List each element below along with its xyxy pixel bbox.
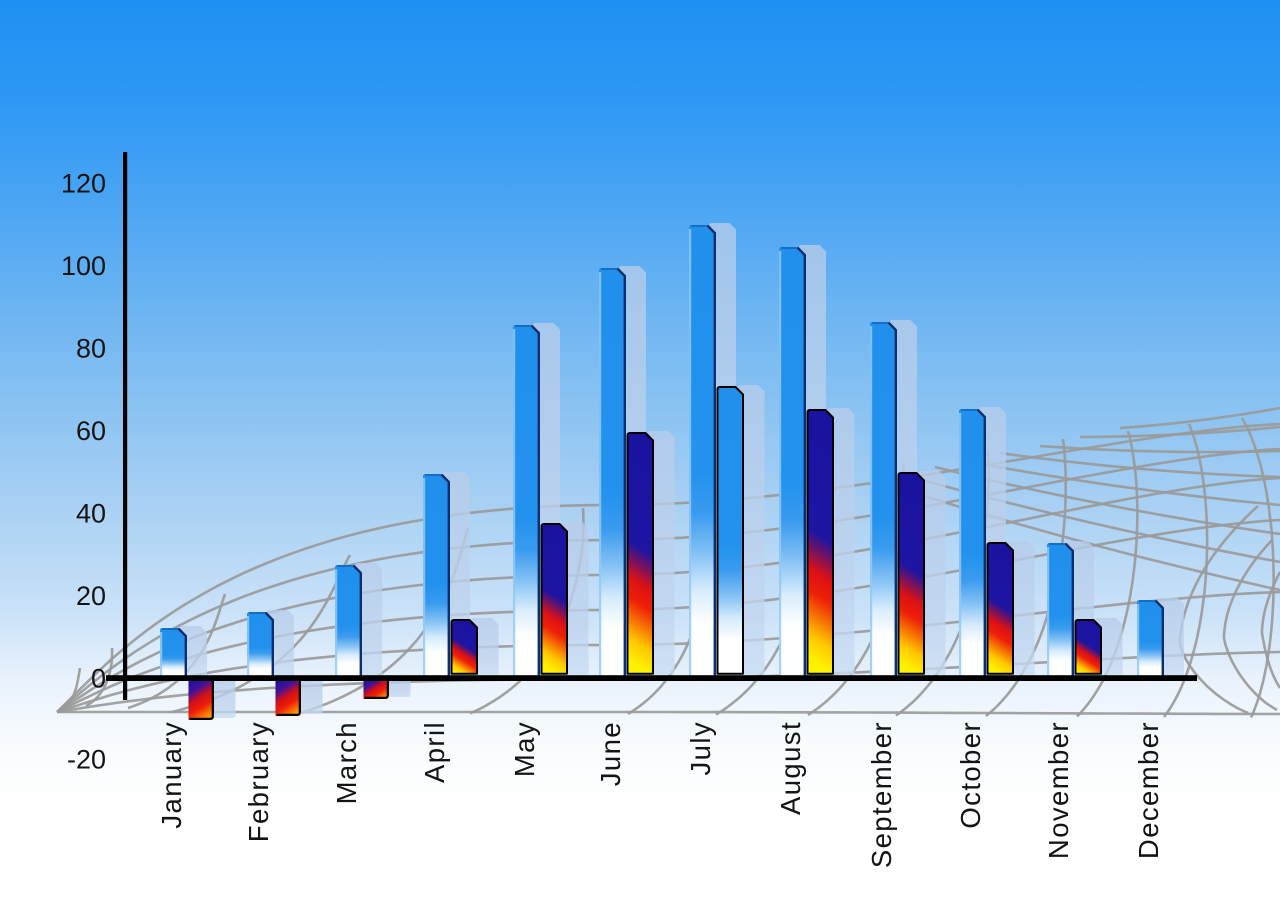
svg-text:April: April <box>419 721 450 783</box>
svg-text:120: 120 <box>61 169 106 199</box>
svg-text:40: 40 <box>76 499 106 529</box>
svg-text:80: 80 <box>76 334 106 364</box>
svg-text:100: 100 <box>61 251 106 281</box>
svg-text:July: July <box>685 721 716 776</box>
svg-text:June: June <box>595 721 626 786</box>
svg-text:0: 0 <box>91 664 106 694</box>
svg-text:December: December <box>1133 721 1164 859</box>
svg-text:September: September <box>866 721 897 868</box>
svg-text:January: January <box>156 721 187 829</box>
svg-text:March: March <box>331 721 362 804</box>
svg-text:February: February <box>243 721 274 842</box>
svg-text:-20: -20 <box>67 745 106 775</box>
svg-text:August: August <box>775 721 806 815</box>
svg-text:October: October <box>955 721 986 829</box>
svg-text:November: November <box>1043 721 1074 859</box>
svg-text:20: 20 <box>76 581 106 611</box>
svg-text:60: 60 <box>76 416 106 446</box>
svg-text:May: May <box>509 721 540 777</box>
